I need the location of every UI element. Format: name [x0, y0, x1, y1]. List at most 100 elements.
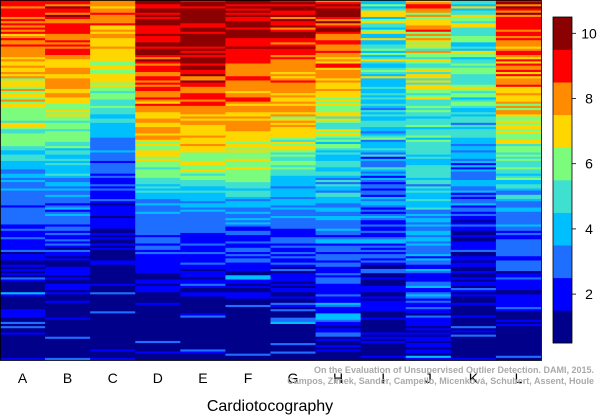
heatmap-cell	[180, 292, 226, 295]
heatmap-cell	[0, 216, 46, 219]
heatmap-cell	[0, 328, 46, 331]
heatmap-cell	[0, 82, 46, 86]
heatmap-cell	[315, 190, 362, 194]
heatmap-cell	[180, 340, 226, 344]
heatmap-cell	[405, 353, 452, 357]
heatmap-cell	[225, 131, 271, 134]
heatmap-cell	[180, 165, 226, 168]
heatmap-cell	[495, 154, 542, 158]
heatmap-cell	[0, 228, 46, 232]
heatmap-cell	[450, 118, 497, 122]
heatmap-cell	[225, 150, 271, 153]
heatmap-cell	[495, 266, 542, 270]
heatmap-cell	[135, 44, 181, 47]
heatmap-cell	[225, 334, 271, 338]
heatmap-cell	[450, 12, 497, 16]
heatmap-cell	[225, 224, 271, 227]
heatmap-cell	[180, 97, 226, 100]
heatmap-cell	[450, 88, 497, 92]
heatmap-cell	[90, 330, 136, 333]
heatmap-cell	[90, 27, 136, 31]
heatmap-cell	[495, 131, 542, 134]
heatmap-cell	[225, 6, 271, 9]
heatmap-cell	[315, 243, 362, 247]
heatmap-cell	[135, 129, 181, 132]
heatmap-cell	[405, 137, 452, 141]
heatmap-cell	[270, 112, 316, 115]
heatmap-cell	[315, 69, 362, 73]
heatmap-cell	[495, 69, 542, 73]
heatmap-cell	[90, 91, 136, 94]
heatmap-cell	[450, 336, 497, 340]
heatmap-cell	[360, 226, 407, 230]
heatmap-cell	[315, 95, 362, 98]
heatmap-cell	[45, 184, 91, 187]
heatmap-cell	[0, 173, 46, 177]
heatmap-cell	[450, 349, 497, 352]
heatmap-cell	[360, 201, 407, 204]
heatmap-cell	[0, 108, 46, 111]
heatmap-cell	[405, 50, 452, 54]
heatmap-cell	[180, 351, 226, 355]
heatmap-cell	[0, 241, 46, 244]
heatmap-cell	[135, 154, 181, 158]
heatmap-cell	[180, 57, 226, 60]
heatmap-cell	[270, 307, 316, 310]
heatmap-cell	[225, 211, 271, 215]
heatmap-cell	[360, 271, 407, 274]
heatmap-cell	[270, 74, 316, 77]
heatmap-cell	[315, 160, 362, 164]
heatmap-cell	[405, 21, 452, 24]
heatmap-cell	[180, 262, 226, 266]
heatmap-cell	[180, 135, 226, 139]
heatmap-cell	[315, 72, 362, 75]
heatmap-cell	[180, 357, 226, 361]
heatmap-cell	[0, 266, 46, 270]
heatmap-cell	[180, 31, 226, 35]
heatmap-cell	[135, 63, 181, 67]
heatmap-cell	[135, 186, 181, 189]
heatmap-cell	[0, 288, 46, 291]
heatmap-cell	[360, 175, 407, 179]
heatmap-cell	[495, 273, 542, 276]
heatmap-cell	[90, 40, 136, 43]
heatmap-cell	[90, 180, 136, 183]
heatmap-cell	[450, 203, 497, 206]
heatmap-cell	[450, 313, 497, 316]
heatmap-cell	[315, 59, 362, 62]
heatmap-cell	[225, 173, 271, 177]
heatmap-cell	[90, 309, 136, 312]
heatmap-cell	[135, 84, 181, 88]
heatmap-cell	[90, 31, 136, 35]
heatmap-cell	[45, 116, 91, 119]
heatmap-cell	[90, 357, 136, 361]
heatmap-cell	[315, 101, 362, 105]
heatmap-cell	[225, 209, 271, 213]
heatmap-cell	[495, 93, 542, 96]
heatmap-cell	[180, 101, 226, 105]
heatmap-cell	[405, 288, 452, 291]
heatmap-cell	[90, 256, 136, 259]
heatmap-cell	[270, 50, 316, 54]
heatmap-cell	[360, 114, 407, 117]
heatmap-cell	[225, 260, 271, 263]
heatmap-cell	[495, 243, 542, 247]
heatmap-cell	[405, 158, 452, 162]
heatmap-cell	[0, 57, 46, 60]
heatmap-cell	[45, 0, 91, 3]
heatmap-cell	[360, 188, 407, 191]
heatmap-cell	[495, 203, 542, 206]
heatmap-cell	[45, 50, 91, 54]
heatmap-cell	[495, 10, 542, 14]
heatmap-cell	[315, 36, 362, 39]
heatmap-cell	[135, 72, 181, 75]
heatmap-cell	[225, 353, 271, 357]
heatmap-cell	[90, 50, 136, 54]
heatmap-cell	[495, 349, 542, 352]
heatmap-cell	[0, 205, 46, 208]
heatmap-cell	[450, 211, 497, 215]
heatmap-cell	[315, 180, 362, 183]
heatmap-cell	[135, 324, 181, 327]
heatmap-cell	[450, 19, 497, 22]
heatmap-cell	[90, 169, 136, 172]
